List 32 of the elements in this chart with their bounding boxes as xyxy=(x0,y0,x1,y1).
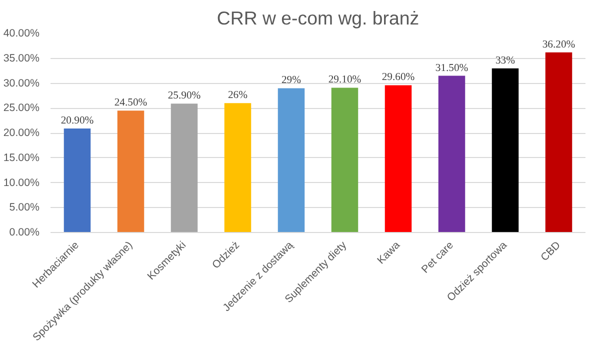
y-tick-label: 35.00% xyxy=(3,52,40,64)
bar xyxy=(224,103,252,232)
bar xyxy=(438,76,466,232)
data-label: 29.60% xyxy=(382,72,415,84)
data-label: 20.90% xyxy=(60,116,94,127)
chart-title: CRR w e-com wg. branż xyxy=(216,8,420,28)
y-tick-label: 5.00% xyxy=(9,202,40,214)
data-label: 33% xyxy=(495,55,516,66)
y-tick-label: 30.00% xyxy=(3,77,40,90)
data-label: 24.50% xyxy=(114,98,148,109)
data-label: 25.90% xyxy=(168,90,201,102)
y-tick-label: 20.00% xyxy=(3,127,40,139)
x-tick-label: Pet care xyxy=(419,239,456,276)
y-tick-label: 25.00% xyxy=(3,102,40,114)
y-tick-label: 10.00% xyxy=(3,176,40,189)
bar xyxy=(384,85,412,232)
data-label: 29.10% xyxy=(328,74,362,86)
bar xyxy=(492,68,519,232)
data-label: 29% xyxy=(281,75,302,86)
bar xyxy=(117,110,144,232)
data-label: 26% xyxy=(228,90,248,102)
y-tick-label: 40.00% xyxy=(3,28,40,40)
x-tick-label: CBD xyxy=(538,239,564,264)
y-tick-label: 0.00% xyxy=(9,226,40,238)
bar xyxy=(170,104,198,232)
bar xyxy=(64,128,91,232)
bar xyxy=(331,88,358,232)
bar xyxy=(278,88,305,232)
data-label: 36.20% xyxy=(542,39,576,50)
bar xyxy=(545,52,572,232)
data-label: 31.50% xyxy=(435,62,468,74)
y-tick-label: 15.00% xyxy=(3,152,40,164)
